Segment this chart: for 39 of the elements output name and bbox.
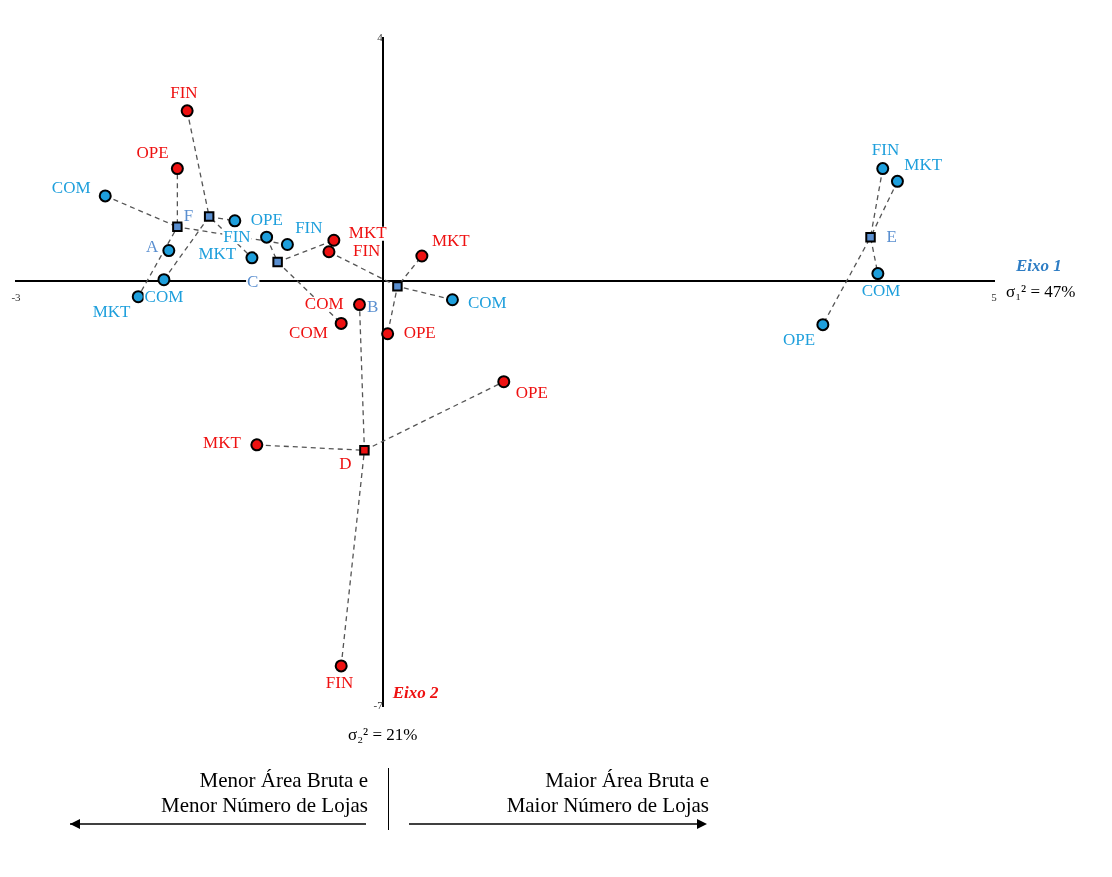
- data-label: COM: [51, 178, 91, 198]
- data-label: COM: [861, 280, 901, 300]
- text: Maior Área Bruta e Maior Número de Lojas: [505, 768, 709, 819]
- x-axis-title: Eixo 1: [1015, 256, 1062, 276]
- data-label: OPE: [250, 210, 283, 230]
- data-label: FIN: [295, 218, 323, 238]
- data-label: FIN: [223, 226, 251, 246]
- y-tick-label: 4: [377, 30, 384, 43]
- data-label: MKT: [904, 154, 943, 174]
- data-label: OPE: [515, 383, 548, 403]
- data-label: C: [247, 272, 259, 292]
- data-label: MKT: [198, 244, 237, 264]
- data-label: MKT: [203, 433, 242, 453]
- data-label: E: [886, 226, 897, 246]
- x-tick-label: -3: [11, 291, 22, 304]
- y-axis-title: Eixo 2: [391, 683, 440, 703]
- y-tick-label: -7: [373, 698, 384, 711]
- data-label: MKT: [92, 301, 132, 321]
- x-tick-label: 5: [991, 291, 998, 304]
- data-label: D: [339, 454, 352, 474]
- data-label: B: [366, 296, 379, 316]
- data-label: MKT: [348, 223, 388, 243]
- data-label: FIN: [325, 673, 354, 693]
- data-label: MKT: [431, 231, 471, 251]
- data-label: COM: [304, 294, 344, 314]
- data-label: OPE: [403, 323, 436, 343]
- data-label: FIN: [871, 140, 900, 160]
- data-label: OPE: [783, 329, 816, 349]
- data-label: F: [183, 206, 194, 226]
- data-label: A: [145, 237, 159, 257]
- data-label: FIN: [352, 241, 381, 261]
- text: Menor Área Bruta e Menor Número de Lojas: [159, 768, 368, 819]
- data-label: COM: [289, 322, 328, 342]
- text: σ₂² = 21%: [348, 725, 418, 745]
- text: σ₁² = 47%: [1006, 282, 1076, 302]
- data-label: COM: [144, 287, 184, 307]
- data-label: OPE: [136, 143, 169, 163]
- data-label: COM: [467, 293, 507, 313]
- data-label: FIN: [170, 82, 198, 102]
